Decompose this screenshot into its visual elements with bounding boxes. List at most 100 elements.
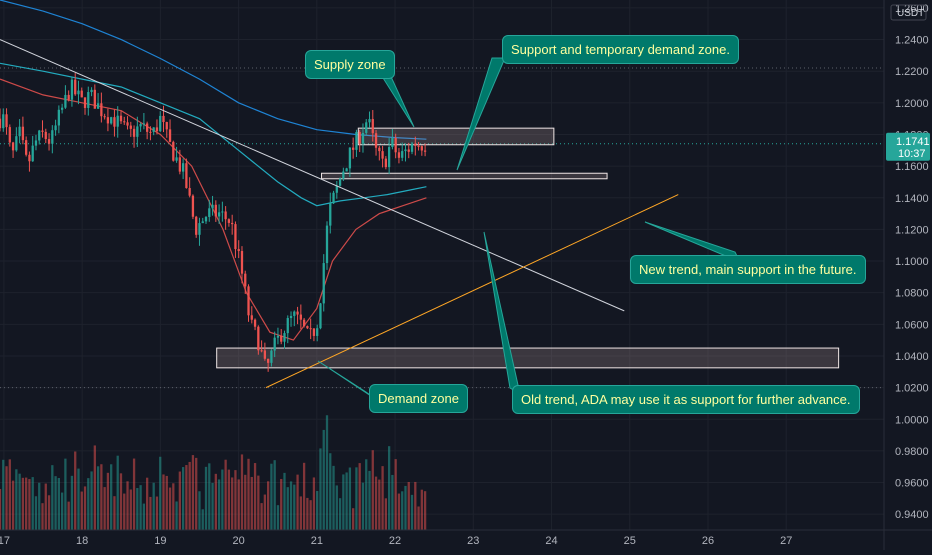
volume-bar [87, 478, 90, 530]
volume-bar [2, 459, 5, 530]
candle-body [217, 212, 221, 217]
price-tick-label: 0.9600 [895, 478, 929, 490]
volume-bar [116, 455, 119, 530]
volume-bar [38, 482, 41, 530]
callout-pointers [317, 57, 742, 401]
candle-body [51, 130, 54, 144]
volume-bar [198, 491, 201, 530]
candle-body [60, 107, 64, 110]
volume-bar [119, 473, 123, 530]
time-tick-label: 19 [154, 535, 166, 547]
volume-bar [93, 445, 96, 530]
candle-body [319, 303, 322, 329]
candle-body [208, 208, 211, 217]
candle-body [21, 126, 25, 141]
candle-body [410, 143, 414, 152]
candle-body [159, 115, 162, 132]
volume-bar [165, 475, 168, 530]
volume-bar [423, 491, 427, 530]
candle-body [227, 219, 231, 223]
callout-old-trend: Old trend, ADA may use it as support for… [512, 385, 860, 414]
volume-bar [257, 475, 260, 530]
candle-body [172, 141, 175, 161]
price-tick-label: 1.2400 [895, 35, 929, 47]
candle-body [335, 185, 338, 193]
candle-body [74, 79, 77, 95]
price-tick-label: 1.2000 [895, 98, 929, 110]
candle-body [381, 151, 384, 159]
price-tick-label: 1.0800 [895, 288, 929, 300]
volume-bar [384, 498, 388, 530]
volume-bar [273, 460, 276, 530]
candle-body [110, 117, 113, 124]
volume-bars [0, 415, 427, 530]
bar-countdown: 10:37 [898, 148, 926, 160]
callout-supply-zone: Supply zone [305, 50, 395, 79]
candle-body [214, 204, 217, 217]
volume-bar [57, 478, 61, 530]
volume-bar [345, 472, 348, 530]
volume-bar [397, 493, 401, 530]
candle-body [47, 139, 51, 144]
candle-body [168, 129, 172, 142]
volume-bar [263, 494, 267, 530]
candle-body [162, 115, 165, 123]
volume-bar [8, 459, 11, 530]
price-tick-label: 1.0400 [895, 351, 929, 363]
candle-body [296, 311, 299, 315]
volume-bar [302, 462, 306, 530]
price-tick-label: 0.9400 [895, 509, 929, 521]
volume-bar [283, 472, 286, 530]
volume-bar [270, 463, 273, 530]
volume-bar [221, 469, 224, 530]
volume-bar [394, 459, 397, 530]
candle-body [185, 163, 188, 189]
volume-bar [103, 487, 106, 530]
price-tick-label: 1.1000 [895, 256, 929, 268]
volume-bar [175, 501, 178, 530]
candle-body [224, 211, 227, 220]
candle-body [253, 319, 257, 327]
volume-bar [335, 485, 338, 530]
candle-body [348, 147, 352, 169]
price-tick-label: 1.2200 [895, 66, 929, 78]
candle-body [250, 315, 253, 320]
volume-bar [159, 456, 162, 530]
callout-new-trend: New trend, main support in the future. [630, 255, 866, 284]
volume-bar [110, 464, 113, 530]
volume-bar [247, 458, 250, 530]
candle-body [80, 90, 83, 98]
volume-bar [211, 482, 214, 530]
volume-bar [289, 481, 293, 530]
volume-bar [77, 468, 80, 530]
moving-averages [0, 0, 884, 389]
candle-body [345, 168, 348, 172]
volume-bar [266, 481, 270, 530]
zone-supply [357, 127, 555, 146]
candle-body [31, 145, 34, 162]
candle-body [358, 132, 361, 144]
candle-body [221, 211, 224, 213]
volume-bar [227, 469, 231, 530]
volume-bar [188, 461, 191, 530]
candle-body [175, 157, 178, 161]
candle-body [57, 109, 61, 126]
candle-body [365, 122, 368, 133]
candle-body [237, 249, 240, 252]
candle-body [149, 131, 152, 133]
candle-body [260, 350, 263, 352]
price-tick-label: 1.1600 [895, 161, 929, 173]
volume-bar [237, 479, 240, 530]
volume-bar [286, 487, 289, 530]
volume-bar [28, 479, 31, 530]
candle-body [231, 222, 234, 225]
candle-body [44, 131, 47, 140]
candle-body [401, 151, 404, 158]
volume-bar [414, 481, 417, 530]
volume-bar [15, 469, 18, 530]
candle-body [113, 117, 116, 127]
price-tick-label: 1.2600 [895, 3, 929, 15]
volume-bar [417, 506, 420, 530]
candle-body [90, 89, 93, 93]
